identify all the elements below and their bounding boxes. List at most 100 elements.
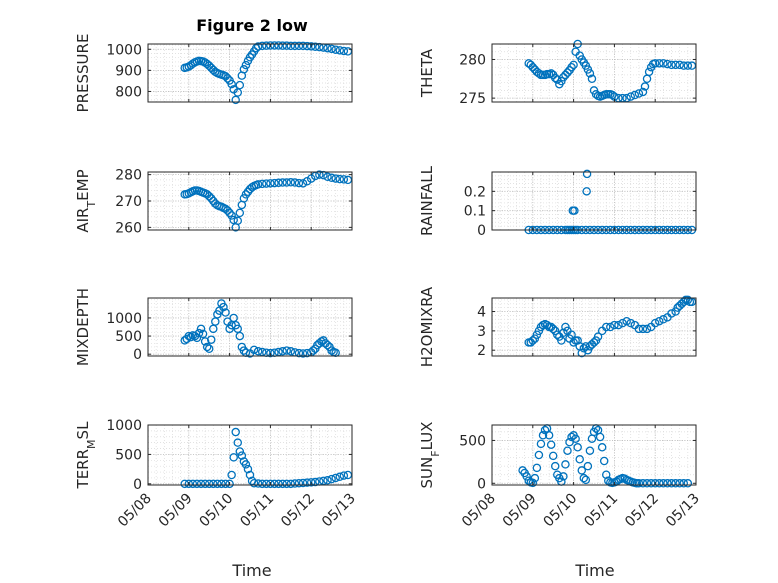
data-point: [671, 60, 680, 70]
subplot-2: 275 280 THETA: [418, 39, 697, 107]
data-point: [614, 320, 623, 330]
data-point: [278, 178, 287, 187]
axes-box: [491, 424, 697, 486]
data-point: [200, 479, 210, 489]
data-point: [683, 479, 693, 488]
y-tick-label: 0.1: [464, 204, 486, 220]
data-point: [583, 461, 593, 471]
data-point: [223, 74, 232, 83]
y-axis-label: H2OMIXRA: [418, 286, 436, 367]
y-axis-label: TERRMSL: [74, 421, 98, 490]
data-point: [634, 89, 644, 98]
y-tick-label: 500: [459, 433, 486, 449]
data-point: [286, 178, 296, 187]
data-point: [253, 180, 263, 189]
data-point: [528, 478, 538, 488]
data-point: [528, 336, 538, 345]
data-point: [642, 479, 652, 488]
data-point: [538, 431, 548, 440]
data-point: [335, 46, 345, 55]
y-tick-label: 260: [115, 220, 142, 236]
data-point: [270, 178, 279, 188]
data-point: [217, 479, 226, 489]
y-axis-label: THETA: [418, 48, 436, 98]
data-point: [622, 316, 631, 326]
data-point: [327, 474, 336, 484]
data-point: [650, 318, 660, 328]
data-point: [655, 59, 664, 68]
data-point: [200, 337, 210, 346]
data-point: [233, 216, 243, 226]
data-point: [604, 476, 613, 485]
data-series: [180, 170, 353, 232]
data-point: [249, 478, 259, 488]
data-point: [245, 470, 255, 480]
data-point: [294, 348, 304, 358]
x-tick-label: 05/08: [115, 491, 155, 531]
data-point: [235, 447, 245, 456]
data-point: [587, 74, 597, 84]
data-point: [274, 41, 283, 50]
axes-box: [491, 297, 697, 357]
data-point: [683, 295, 693, 305]
data-point: [196, 324, 206, 334]
y-tick-label: 1000: [106, 311, 142, 327]
data-point: [618, 318, 627, 328]
data-point: [536, 439, 546, 449]
data-point: [573, 336, 582, 345]
plot-area: [148, 44, 352, 102]
data-point: [184, 479, 194, 489]
data-point: [667, 60, 676, 70]
data-point: [634, 479, 644, 488]
data-point: [225, 479, 234, 489]
y-tick-label: 500: [115, 329, 142, 345]
data-point: [565, 437, 574, 447]
data-point: [286, 41, 296, 51]
subplot-3: 260 270 280 AIRTEMP: [74, 168, 353, 236]
data-point: [290, 178, 300, 187]
data-point: [644, 67, 654, 77]
data-point: [683, 61, 693, 70]
data-point: [219, 302, 228, 312]
data-point: [634, 324, 644, 334]
data-point: [667, 479, 676, 488]
data-point: [186, 332, 196, 342]
data-point: [204, 479, 214, 489]
y-tick-label: 900: [115, 63, 142, 79]
data-point: [567, 62, 576, 72]
data-point: [335, 174, 345, 184]
x-tick-label: 05/09: [156, 491, 196, 531]
data-point: [241, 60, 251, 70]
data-point: [582, 169, 592, 179]
data-point: [638, 479, 648, 488]
data-point: [257, 479, 267, 489]
data-point: [563, 68, 572, 77]
data-point: [327, 173, 336, 183]
data-series: [518, 424, 693, 488]
data-point: [638, 87, 648, 97]
data-point: [233, 88, 243, 97]
data-point: [294, 478, 304, 488]
x-tick-label: 05/13: [319, 491, 359, 531]
data-point: [282, 41, 291, 50]
subplot-7: 0 500 1000 05/08 05/09 05/10 05/11 05/12 05/13 TE…: [74, 418, 359, 530]
data-point: [237, 451, 247, 460]
data-point: [659, 59, 668, 68]
y-tick-label: 3: [477, 324, 486, 340]
data-point: [663, 59, 672, 69]
data-point: [534, 69, 544, 78]
data-point: [570, 206, 579, 215]
data-point: [278, 41, 287, 50]
data-point: [659, 315, 668, 324]
data-point: [659, 479, 668, 488]
data-point: [550, 461, 560, 471]
data-point: [235, 80, 245, 90]
data-point: [573, 443, 582, 452]
x-axis-label-left: Time: [231, 561, 271, 580]
data-point: [235, 208, 245, 218]
data-point: [567, 330, 576, 339]
y-axis-label: SUNFLUX: [418, 422, 442, 489]
data-point: [532, 463, 542, 473]
subplot-1: 800 900 1000 PRESSURE: [74, 34, 353, 112]
